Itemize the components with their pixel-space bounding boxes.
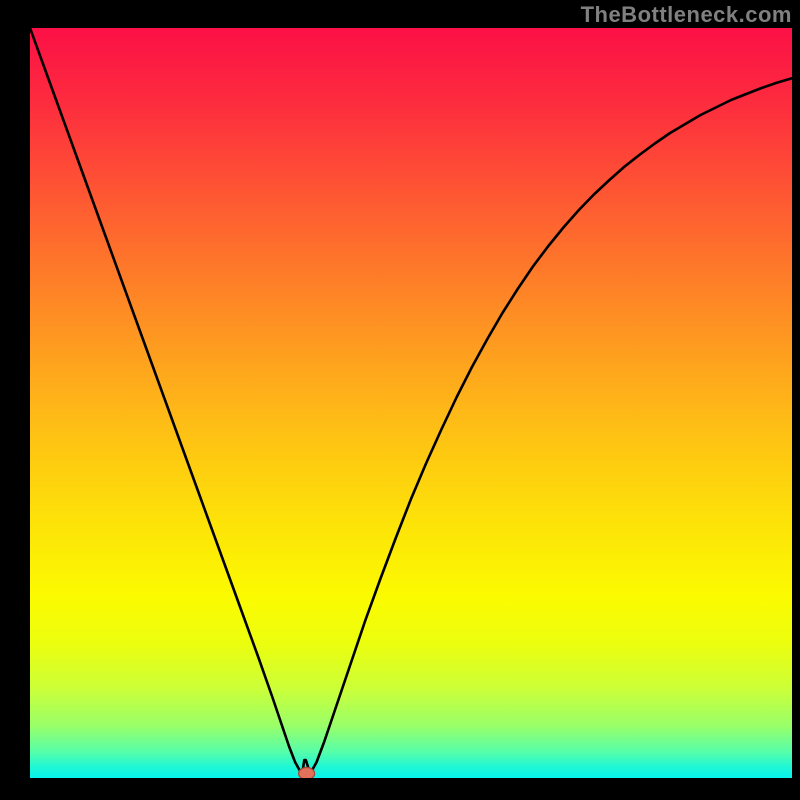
gradient-background xyxy=(30,28,792,778)
watermark-text: TheBottleneck.com xyxy=(581,2,792,28)
plot-area xyxy=(30,28,792,778)
chart-container: TheBottleneck.com xyxy=(0,0,800,800)
chart-svg xyxy=(30,28,792,778)
optimal-point-marker xyxy=(299,768,315,779)
